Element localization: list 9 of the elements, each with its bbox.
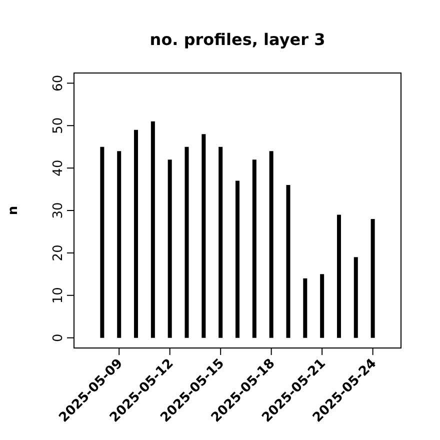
y-tick-label: 50 (51, 117, 66, 134)
y-tick-label: 0 (51, 334, 66, 342)
y-tick-label: 40 (51, 160, 66, 176)
y-tick-label: 60 (51, 74, 66, 92)
y-tick-label: 30 (51, 202, 66, 219)
y-tick-label: 20 (51, 244, 66, 262)
chart-title: no. profiles, layer 3 (150, 30, 326, 49)
y-tick-label: 10 (51, 287, 66, 304)
y-axis-title: n (6, 206, 21, 216)
